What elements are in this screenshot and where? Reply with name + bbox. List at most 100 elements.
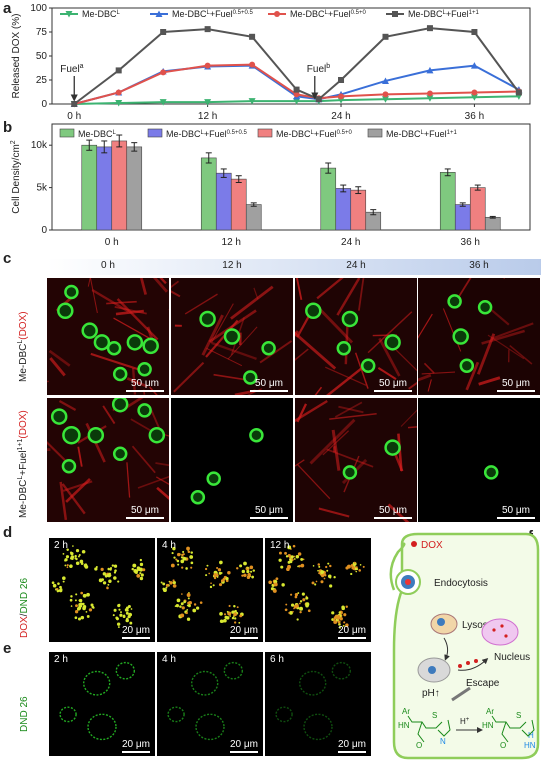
dox-fiber [126,462,131,498]
vesicle-dot [175,558,178,561]
vesicle-dot [181,553,184,557]
vesicle-dot [69,564,73,568]
panel-c-row1-label: Me-DBCL(DOX) [14,290,30,386]
dox-fiber [378,337,401,377]
vesicle-dot [287,554,291,558]
vesicle-dot [176,559,180,563]
data-point [115,67,122,74]
dox-fiber [49,357,66,377]
time-gradient-bar [47,259,541,275]
vesicle-dot [179,605,182,608]
vesicle-dot [74,616,78,620]
vesicle-dot [226,610,229,613]
fuel-b-annotation: Fuelb [307,63,330,75]
data-point [293,91,300,98]
membrane-ring [83,670,111,696]
bar [230,178,247,231]
svg-text:pH↑: pH↑ [422,688,440,699]
dox-fiber [205,319,239,358]
vesicle-dot [341,606,345,611]
x-tick-label: 12 h [198,111,217,122]
scale-bar-line [230,751,258,753]
time-stamp: 4 h [162,540,176,551]
s-right: S [516,711,521,720]
vesicle-dot [86,592,90,597]
plot-frame [51,123,531,231]
vesicle-dot [292,610,294,613]
vesicle-dot [115,616,119,620]
stained-cell [459,358,475,373]
x-tick-label: 12 h [222,237,241,248]
vesicle-dot [51,581,55,585]
stained-cell [199,310,216,328]
vesicle-dot [231,616,235,620]
dox-fiber [397,433,403,471]
vesicle-dot [233,604,236,608]
bar [96,146,113,231]
vesicle-dot [186,593,191,597]
stained-cell [64,284,79,300]
hn-right: HN [482,721,494,730]
vesicle-dot [85,611,88,613]
membrane-ring [87,713,117,741]
bar [200,157,217,231]
vesicle-dot [175,604,180,608]
dox-fiber [259,340,293,364]
stained-cell [360,358,376,373]
panel-a-label: a [3,0,12,17]
scale-bar-line [338,751,366,753]
membrane-ring [303,713,333,741]
vesicle-dot [74,554,77,558]
vesicle-dot [120,611,122,614]
stained-cell [137,403,152,418]
dox-fiber [89,278,98,314]
vesicle-dot [329,576,332,579]
scale-bar-label: 20 μm [122,625,150,636]
dox-fiber [48,349,71,367]
vesicle-dot [222,577,226,581]
x-tick-label: 36 h [461,237,480,248]
bar [469,187,486,231]
vesicle-dot [171,552,174,555]
vesicle-dot [66,566,69,569]
panel-b-chart: 0 5k 10k Cell Density/cm2 0 h 12 h 24 h 36 h Me-… [10,123,531,248]
vesicle-dot [358,569,361,572]
vesicle-dot [80,615,85,620]
scale-bar-line [230,637,258,639]
vesicle-dot [317,563,321,566]
data-point [515,89,522,96]
micrograph-row2: 50 μm [418,398,540,522]
vesicle-dot [359,564,362,566]
vesicle-dot [66,564,69,567]
vesicle-dot [182,550,185,553]
time-header: 12 h [222,260,242,271]
scale-bar: 20 μm [122,739,150,753]
vesicle-dot [272,588,277,593]
vesicle-dot [75,557,78,561]
vesicle-dot [92,606,95,609]
scale-bar: 50 μm [497,378,535,392]
time-stamp: 4 h [162,654,176,665]
dox-fiber [314,386,323,395]
data-point [338,93,345,100]
vesicle-dot [298,564,301,568]
vesicle-dot [84,565,89,569]
vesicle-dot [268,580,273,585]
vesicle-dot [338,626,341,629]
dox-fiber [407,426,417,429]
dox-fiber [334,401,363,418]
vesicle-dot [278,558,282,562]
vesicle-dot [354,567,358,571]
vesicle-dot [57,582,60,585]
stained-cell [148,426,166,444]
vesicle-dot [172,579,175,582]
vesicle-dot [353,561,356,564]
fuel-a-annotation: Fuela [60,63,83,75]
vesicle-dot [273,582,278,587]
vesicle-dot [300,557,304,561]
vesicle-dot [62,580,65,583]
panel-e-label: e [3,640,12,657]
h-right: H [528,731,534,740]
double-arrow-icon [451,686,471,702]
dox-fiber [59,481,68,521]
